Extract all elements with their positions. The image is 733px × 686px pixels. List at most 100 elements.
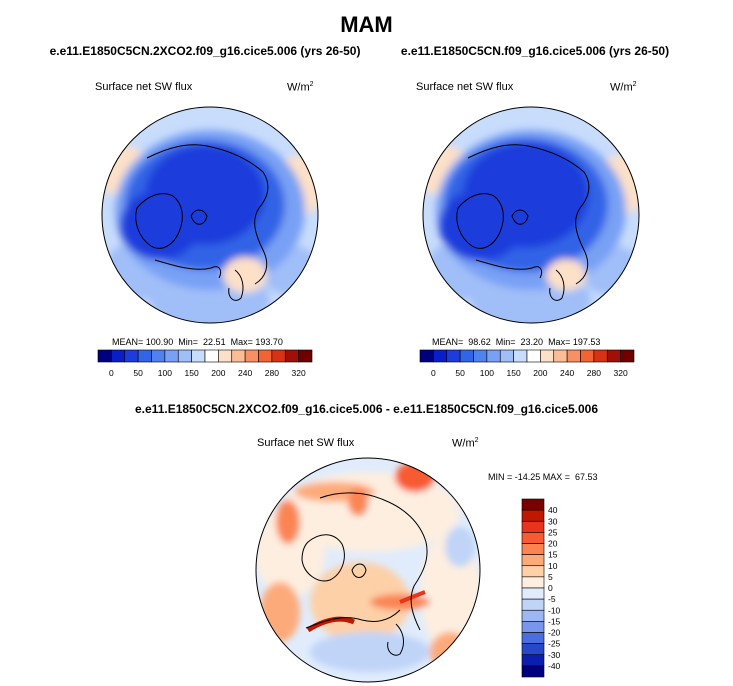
panel-2-map-border (422, 106, 640, 324)
colorbar-tick-label: 40 (548, 505, 558, 515)
colorbar-swatch (151, 349, 166, 363)
colorbar-tick-label: 0 (548, 583, 553, 593)
colorbar-swatch (177, 349, 192, 363)
colorbar-tick-label: 20 (548, 539, 558, 549)
colorbar-tick-label: 280 (265, 368, 279, 378)
colorbar-tick-label: 320 (614, 368, 628, 378)
colorbar-tick-label: 30 (548, 516, 558, 526)
panel-1-field (102, 107, 318, 323)
colorbar-tick-label: 0 (431, 368, 436, 378)
colorbar-tick-label: -10 (548, 605, 561, 615)
colorbar-swatch (137, 349, 152, 363)
panel-3-title: e.e11.E1850C5CN.2XCO2.f09_g16.cice5.006 … (135, 402, 598, 416)
panel-1-title: e.e11.E1850C5CN.2XCO2.f09_g16.cice5.006 … (49, 44, 361, 58)
colorbar-swatch (513, 349, 528, 363)
colorbar-swatch (521, 498, 545, 511)
colorbar-swatch (271, 349, 286, 363)
colorbar-swatch (419, 349, 434, 363)
colorbar-tick-label: 5 (548, 572, 553, 582)
colorbar-tick-label: 25 (548, 527, 558, 537)
panel-1-map-border (101, 106, 319, 324)
panel-3-map-border (255, 457, 481, 683)
colorbar-swatch (521, 632, 545, 644)
colorbar-swatch (459, 349, 474, 363)
colorbar-swatch (521, 520, 545, 533)
colorbar-swatch (521, 543, 545, 555)
colorbar-tick-label: -15 (548, 616, 561, 626)
colorbar-tick-label: 200 (211, 368, 225, 378)
colorbar-swatch (164, 349, 179, 363)
colorbar-swatch (620, 349, 635, 363)
colorbar-swatch (521, 643, 545, 656)
colorbar-swatch (521, 565, 545, 578)
colorbar-tick-label: 240 (238, 368, 252, 378)
panel-1-colorbar: 0 50 100 150 200 240 280 320 (97, 349, 313, 378)
colorbar-swatch (521, 654, 545, 667)
panel-2-title: e.e11.E1850C5CN.f09_g16.cice5.006 (yrs 2… (400, 44, 670, 58)
colorbar-tick-label: 10 (548, 561, 558, 571)
colorbar-swatch (244, 349, 259, 363)
colorbar-swatch (521, 665, 545, 678)
panel-2-coastlines (456, 144, 590, 301)
colorbar-swatch (553, 349, 568, 363)
colorbar-swatch (521, 598, 545, 611)
colorbar-swatch (526, 349, 541, 363)
colorbar-swatch (284, 349, 299, 363)
colorbar-tick-label: 150 (185, 368, 199, 378)
colorbar-tick-label: -30 (548, 650, 561, 660)
colorbar-swatch (521, 609, 545, 622)
panel-1-unit-label: W/m2 (287, 81, 314, 94)
colorbar-swatch (606, 349, 621, 363)
figure-title: MAM (340, 12, 393, 37)
colorbar-swatch (191, 349, 206, 363)
colorbar-swatch (521, 587, 545, 600)
colorbar-swatch (521, 576, 545, 589)
colorbar-swatch (521, 621, 545, 633)
panel-3-variable-label: Surface net SW flux (257, 437, 355, 449)
panel-3-coastlines (301, 492, 428, 656)
colorbar-swatch (521, 554, 545, 567)
colorbar-swatch (258, 349, 273, 363)
colorbar-tick-label: 100 (480, 368, 494, 378)
colorbar-swatch (204, 349, 219, 363)
colorbar-swatch (540, 349, 555, 363)
colorbar-tick-label: 200 (533, 368, 547, 378)
colorbar-swatch (566, 349, 581, 363)
colorbar-swatch (486, 349, 501, 363)
colorbar-swatch (499, 349, 514, 363)
colorbar-tick-label: 0 (109, 368, 114, 378)
colorbar-tick-label: -25 (548, 639, 561, 649)
colorbar-tick-label: 240 (560, 368, 574, 378)
panel-1-variable-label: Surface net SW flux (95, 81, 193, 93)
colorbar-tick-label: 150 (507, 368, 521, 378)
panel-3-stats: MIN = -14.25 MAX = 67.53 (488, 472, 598, 482)
panel-2-field (423, 107, 639, 323)
colorbar-tick-label: -5 (548, 594, 556, 604)
colorbar-tick-label: -40 (548, 661, 561, 671)
colorbar-tick-label: 280 (587, 368, 601, 378)
colorbar-swatch (218, 349, 233, 363)
panel-1-coastlines (135, 144, 269, 301)
colorbar-swatch (433, 349, 448, 363)
colorbar-swatch (97, 349, 112, 363)
panel-2-stats: MEAN= 98.62 Min= 23.20 Max= 197.53 (432, 337, 601, 347)
panel-3-field (256, 458, 480, 682)
panel-2-colorbar: 0 50 100 150 200 240 280 320 (419, 349, 635, 378)
colorbar-swatch (231, 349, 246, 363)
colorbar-swatch (521, 532, 545, 544)
colorbar-swatch (124, 349, 139, 363)
colorbar-tick-label: 100 (158, 368, 172, 378)
panel-2-unit-label: W/m2 (610, 81, 637, 94)
colorbar-tick-label: 50 (455, 368, 465, 378)
colorbar-tick-label: 50 (133, 368, 143, 378)
colorbar-swatch (298, 349, 313, 363)
panel-3-unit-label: W/m2 (452, 437, 479, 450)
colorbar-swatch (446, 349, 461, 363)
colorbar-swatch (580, 349, 595, 363)
panel-1-stats: MEAN= 100.90 Min= 22.51 Max= 193.70 (112, 337, 283, 347)
colorbar-swatch (111, 349, 126, 363)
colorbar-tick-label: -20 (548, 628, 561, 638)
panel-3-polar-map (255, 457, 481, 683)
colorbar-tick-label: 320 (292, 368, 306, 378)
